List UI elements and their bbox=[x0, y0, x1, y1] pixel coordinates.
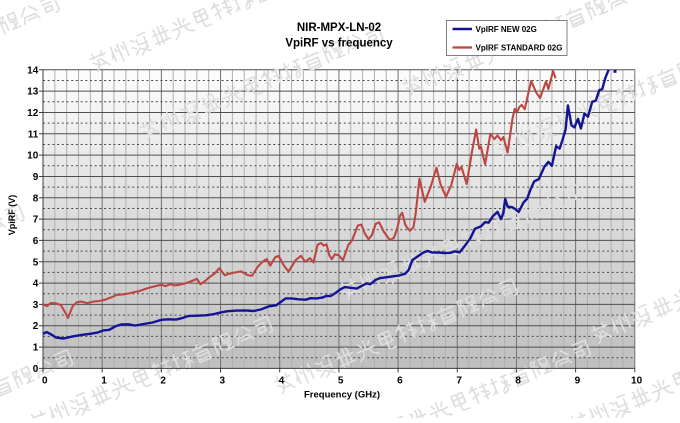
svg-text:3: 3 bbox=[33, 300, 39, 311]
svg-text:9: 9 bbox=[575, 375, 581, 386]
svg-text:VpiRF vs frequency: VpiRF vs frequency bbox=[285, 38, 393, 50]
svg-text:3: 3 bbox=[220, 375, 226, 386]
svg-text:9: 9 bbox=[33, 172, 39, 183]
svg-text:1: 1 bbox=[101, 375, 107, 386]
svg-text:4: 4 bbox=[279, 375, 285, 386]
svg-text:7: 7 bbox=[33, 215, 39, 226]
svg-text:0: 0 bbox=[42, 375, 48, 386]
svg-text:10: 10 bbox=[27, 151, 39, 162]
svg-text:11: 11 bbox=[28, 129, 39, 140]
svg-text:8: 8 bbox=[515, 375, 521, 386]
svg-text:VpIRF STANDARD 02G: VpIRF STANDARD 02G bbox=[476, 43, 563, 52]
svg-text:6: 6 bbox=[33, 236, 39, 247]
svg-text:5: 5 bbox=[338, 375, 344, 386]
svg-text:12: 12 bbox=[27, 108, 39, 119]
svg-text:2: 2 bbox=[160, 375, 166, 386]
svg-text:5: 5 bbox=[33, 257, 39, 268]
svg-text:VpiRF (V): VpiRF (V) bbox=[7, 195, 17, 236]
svg-text:14: 14 bbox=[27, 65, 39, 76]
svg-text:8: 8 bbox=[33, 193, 39, 204]
svg-text:7: 7 bbox=[456, 375, 462, 386]
svg-text:Frequency (GHz): Frequency (GHz) bbox=[304, 390, 380, 401]
svg-text:NIR-MPX-LN-02: NIR-MPX-LN-02 bbox=[297, 22, 381, 34]
svg-text:1: 1 bbox=[33, 343, 39, 354]
svg-text:2: 2 bbox=[33, 321, 39, 332]
svg-text:13: 13 bbox=[27, 87, 39, 98]
svg-text:6: 6 bbox=[397, 375, 403, 386]
svg-text:10: 10 bbox=[631, 375, 643, 386]
svg-text:0: 0 bbox=[33, 364, 39, 375]
svg-text:4: 4 bbox=[33, 279, 39, 290]
svg-text:VpIRF NEW 02G: VpIRF NEW 02G bbox=[476, 25, 537, 34]
